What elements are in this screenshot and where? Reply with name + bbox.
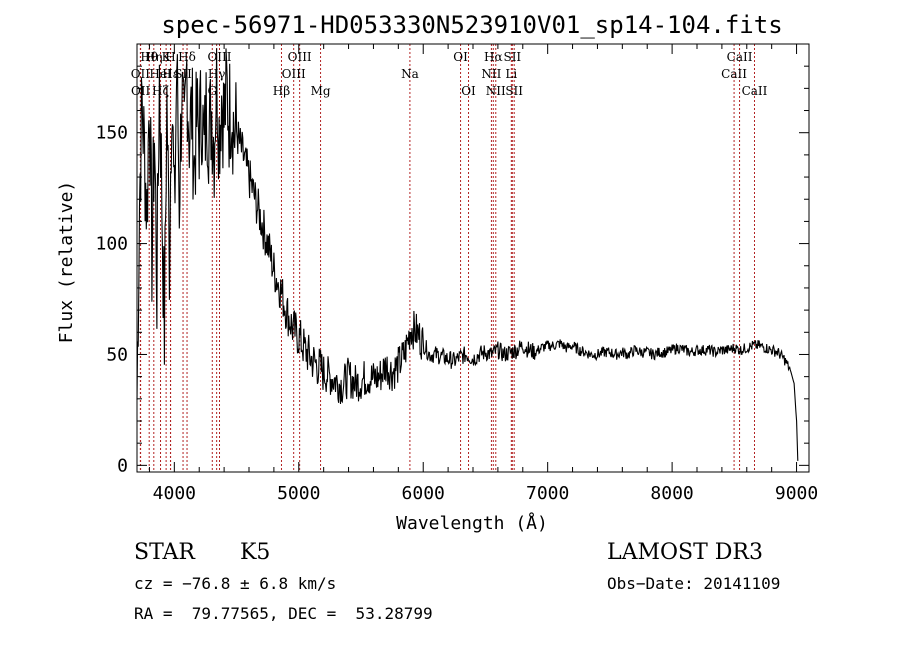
x-tick-label: 6000 [402,483,445,504]
line-label: CaII [721,67,747,81]
observation-date: Obs−Date: 20141109 [607,574,781,593]
y-tick-label: 50 [106,344,128,365]
line-label: SII [505,84,523,98]
line-label: Li [505,67,517,81]
line-label: HeI [149,67,172,81]
survey-name: LAMOST DR3 [607,540,763,565]
line-label: OII [131,84,151,98]
plot-frame [136,43,810,473]
line-label: H [165,50,175,64]
line-label: G [207,84,217,98]
y-tick-label: 0 [117,455,128,476]
line-label: Na [401,67,419,81]
x-axis: 4000 5000 6000 7000 8000 9000 [148,44,818,504]
line-label: Hζ [152,84,169,98]
line-label: CaII [727,50,753,64]
x-tick-label: 5000 [277,483,320,504]
y-axis: 0 50 100 150 [95,65,809,476]
redshift-cz: cz = −76.8 ± 6.8 km/s [134,574,337,593]
y-tick-label: 100 [95,234,128,255]
line-label: Hε [162,67,179,81]
x-tick-label: 7000 [526,483,569,504]
line-label: Hδ [178,50,196,64]
x-tick-label: 9000 [775,483,818,504]
chart-title: spec-56971-HD053330N523910V01_sp14-104.f… [161,11,782,39]
line-label: OIII [288,50,312,64]
line-label: NII [481,67,501,81]
line-label: Hθ [140,50,158,64]
line-label: NII [486,84,506,98]
line-label: OIII [282,67,306,81]
line-label: OIII [207,50,231,64]
x-tick-label: 4000 [153,483,196,504]
object-subclass: K5 [240,540,271,565]
line-label: OII [131,67,151,81]
line-label: OI [453,50,468,64]
line-label: Hα [484,50,503,64]
line-label: Hη [145,50,163,64]
spectrum-series-line [136,48,799,461]
line-markers [139,44,755,472]
line-label: Mg [311,84,331,98]
line-label: OI [461,84,476,98]
y-tick-label: 150 [95,123,128,144]
line-label: SII [503,50,521,64]
line-label: Hβ [273,84,290,98]
line-label: K [162,50,172,64]
line-label: CaII [742,84,768,98]
object-class: STAR [134,540,195,565]
x-axis-label: Wavelength (Å) [396,512,548,534]
x-tick-label: 8000 [650,483,693,504]
y-axis-label: Flux (relative) [56,181,77,344]
ra-dec: RA = 79.77565, DEC = 53.28799 [134,604,433,623]
